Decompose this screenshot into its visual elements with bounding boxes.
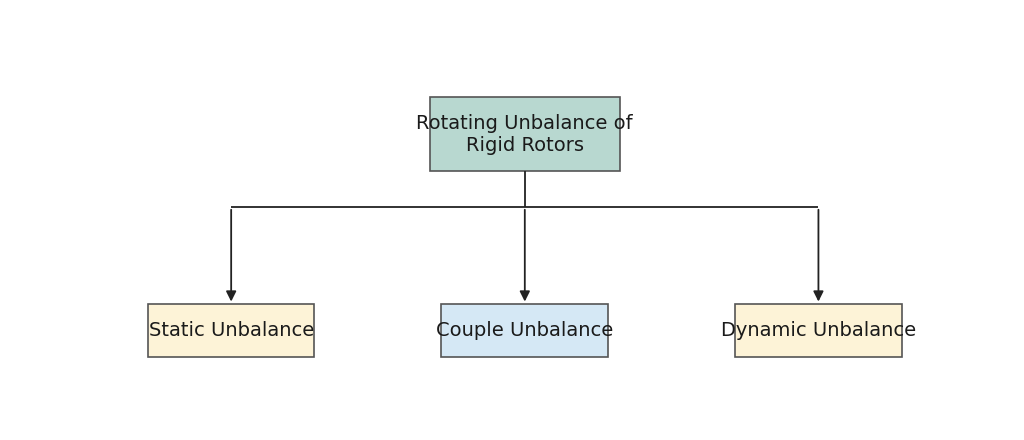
Text: Couple Unbalance: Couple Unbalance (436, 321, 613, 340)
FancyBboxPatch shape (430, 97, 620, 171)
FancyBboxPatch shape (735, 304, 902, 357)
Text: Dynamic Unbalance: Dynamic Unbalance (721, 321, 916, 340)
Text: Static Unbalance: Static Unbalance (148, 321, 313, 340)
Text: Rotating Unbalance of
Rigid Rotors: Rotating Unbalance of Rigid Rotors (417, 114, 633, 154)
FancyBboxPatch shape (441, 304, 608, 357)
FancyBboxPatch shape (147, 304, 314, 357)
